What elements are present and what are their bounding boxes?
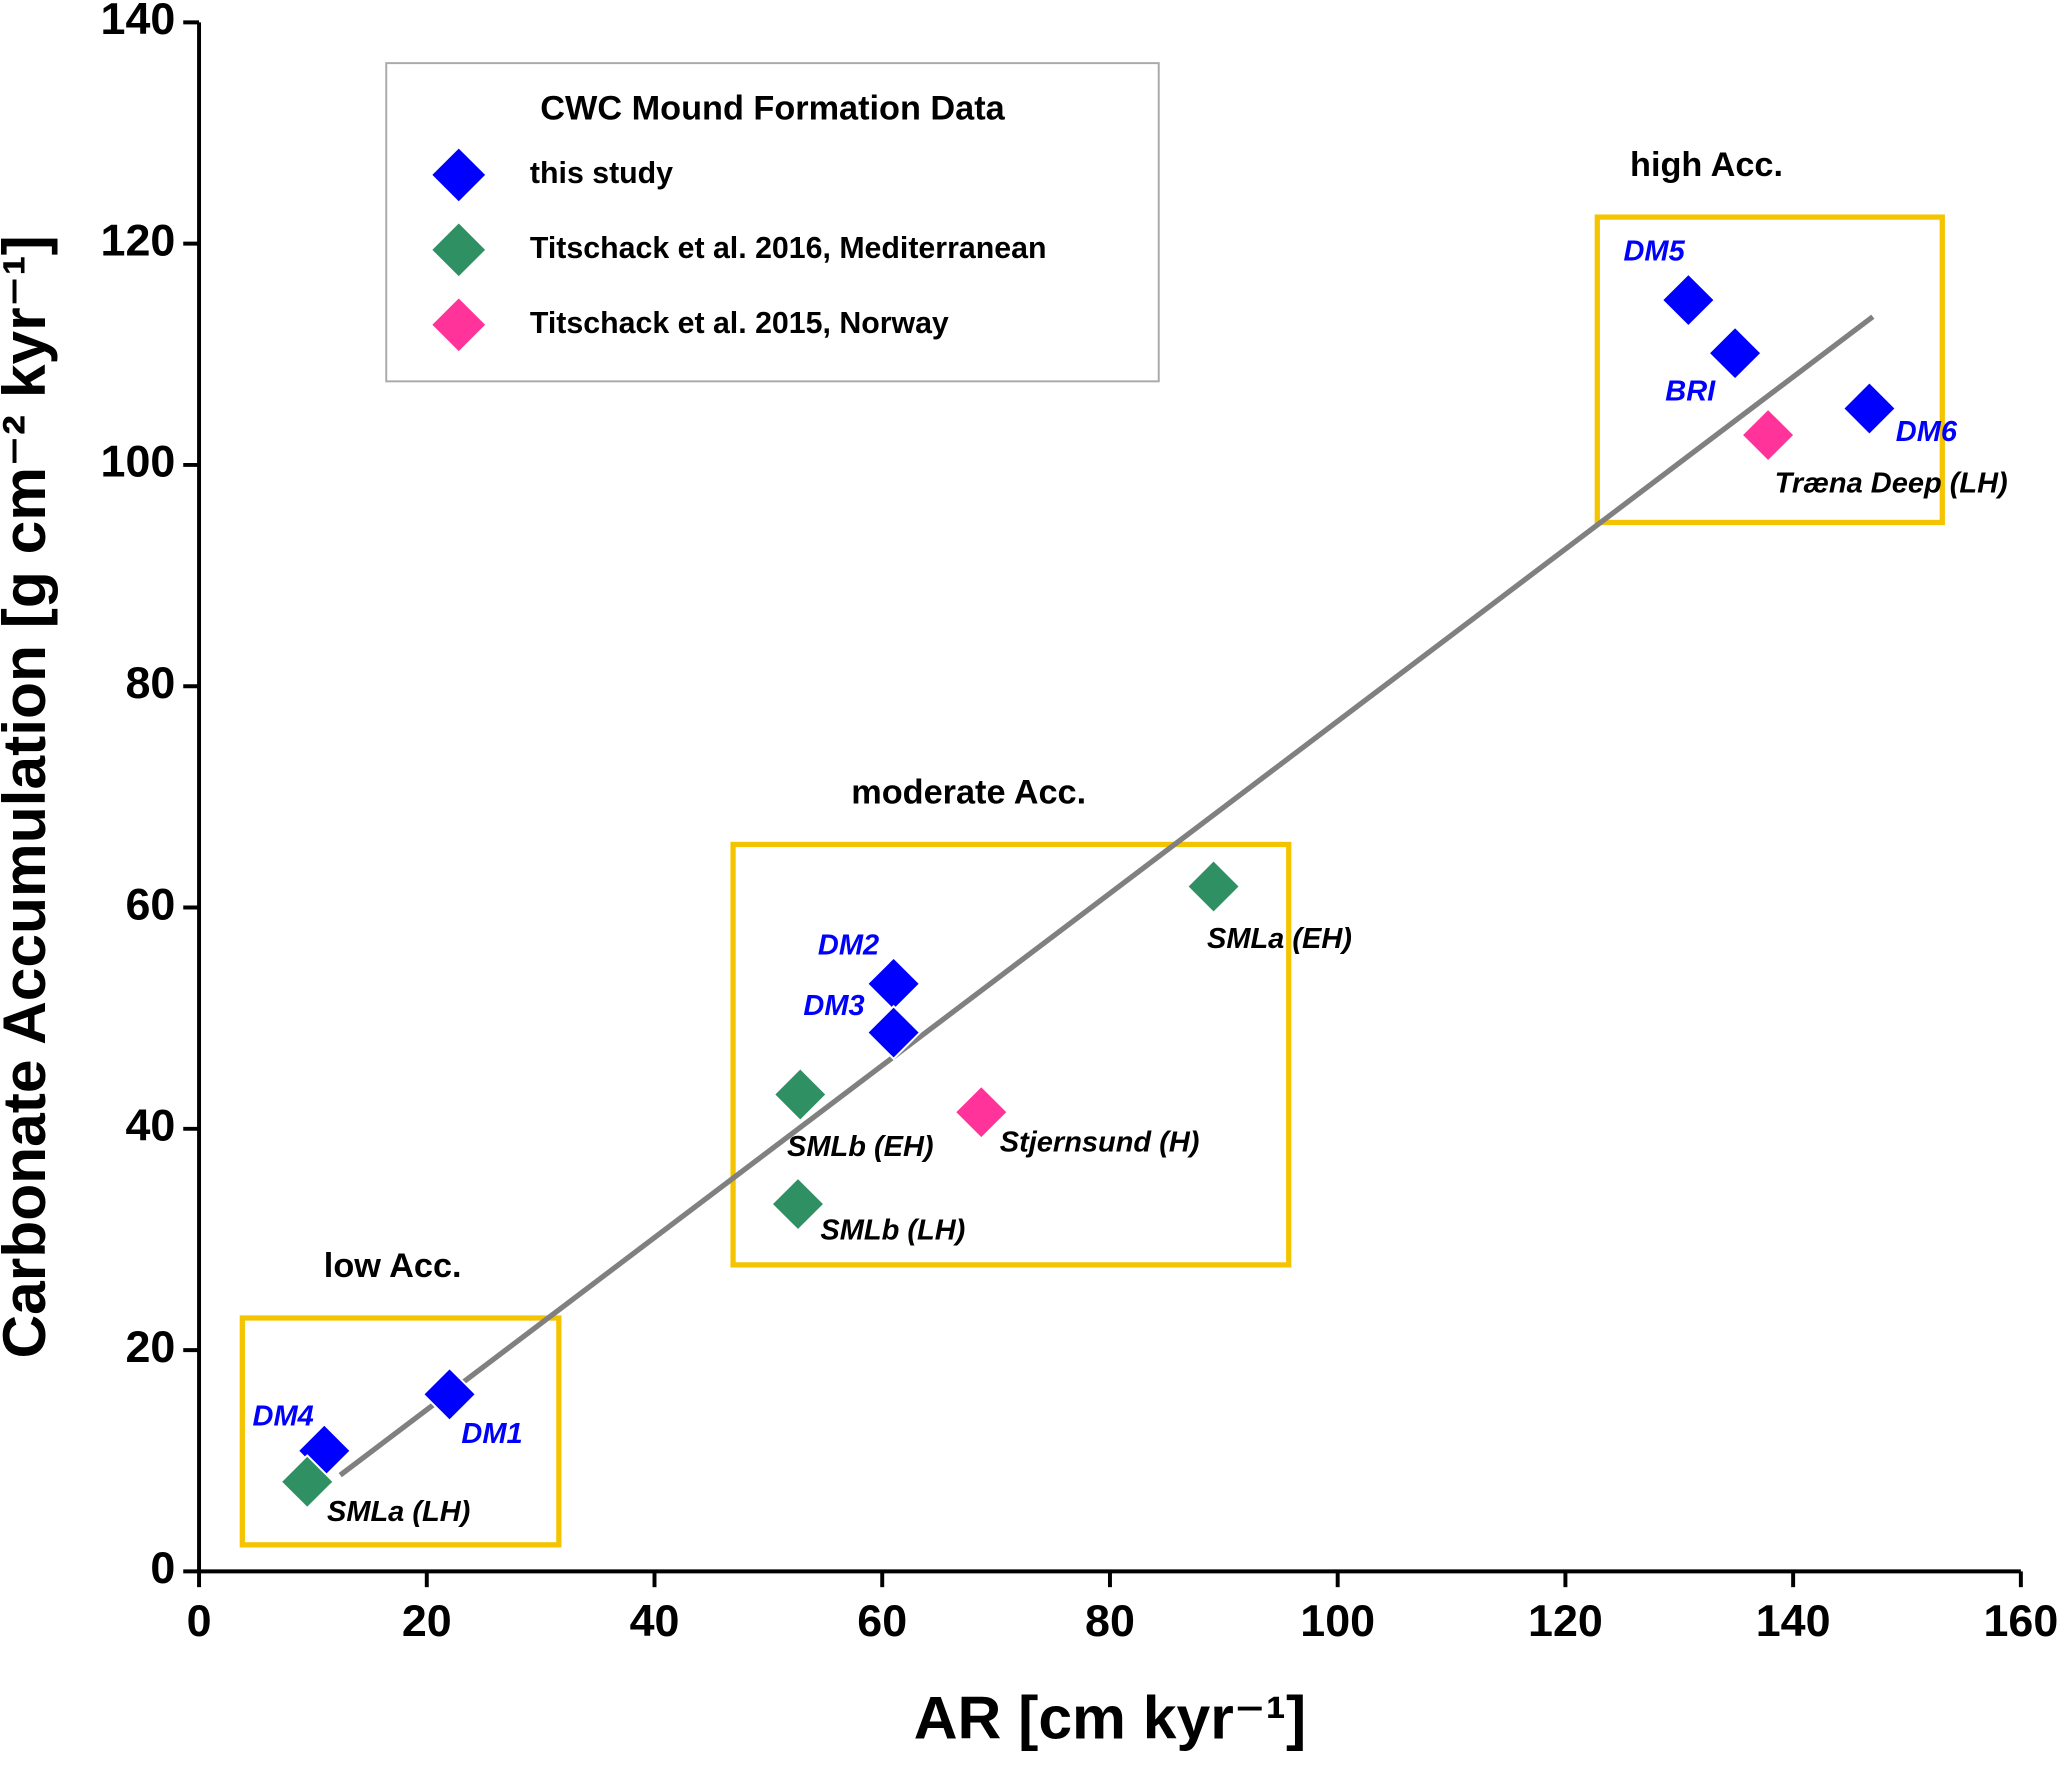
data-point [1740, 407, 1796, 463]
point-label: DM5 [1623, 235, 1685, 267]
x-tick-label: 140 [1756, 1596, 1831, 1646]
data-point [279, 1454, 335, 1510]
data-point [953, 1084, 1010, 1140]
region-label: high Acc. [1630, 146, 1783, 184]
legend-label: Titschack et al. 2016, Mediterranean [530, 232, 1047, 265]
y-tick-label: 40 [125, 1101, 175, 1151]
legend-marker [432, 298, 486, 352]
y-tick-label: 120 [101, 216, 176, 266]
legend: CWC Mound Formation Data this study Titsch… [385, 62, 1160, 383]
point-label: DM6 [1896, 416, 1958, 448]
data-point [770, 1176, 826, 1232]
x-tick-label: 80 [1085, 1596, 1135, 1646]
x-axis-title: AR [cm kyr⁻¹] [914, 1684, 1306, 1752]
legend-box [385, 62, 1160, 383]
point-label: DM4 [253, 1401, 314, 1433]
region-box [239, 1315, 562, 1548]
data-point [1707, 325, 1763, 381]
region-label: moderate Acc. [851, 774, 1086, 812]
data-point [865, 1004, 922, 1061]
point-label: DM3 [803, 990, 864, 1022]
region-box [730, 841, 1292, 1268]
x-tick-label: 20 [402, 1596, 452, 1646]
point-label: SMLb (EH) [787, 1131, 934, 1163]
point-label: Træna Deep (LH) [1775, 468, 2008, 500]
point-label: SMLa (LH) [327, 1496, 470, 1528]
region-label: low Acc. [324, 1247, 462, 1285]
data-point [865, 956, 922, 1012]
x-tick-label: 40 [630, 1596, 680, 1646]
x-tick-label: 100 [1300, 1596, 1375, 1646]
trend-line [338, 314, 1875, 1478]
y-tick-label: 100 [101, 437, 176, 487]
point-label: SMLa (EH) [1207, 923, 1352, 955]
y-tick-label: 60 [125, 879, 175, 929]
point-label: Stjernsund (H) [1000, 1126, 1200, 1158]
y-tick-label: 80 [125, 658, 175, 708]
x-tick-label: 160 [1983, 1596, 2058, 1646]
x-tick-label: 60 [857, 1596, 907, 1646]
legend-label: this study [530, 157, 673, 190]
point-label: SMLb (LH) [820, 1214, 965, 1246]
data-point [1185, 858, 1242, 915]
data-point [1660, 272, 1717, 328]
data-point [421, 1366, 478, 1423]
legend-label: Titschack et al. 2015, Norway [530, 307, 949, 340]
point-label: DM2 [818, 930, 879, 962]
point-label: BRI [1665, 375, 1716, 407]
point-label: DM1 [461, 1418, 522, 1450]
y-axis-title: Carbonate Accumulation [g cm⁻² kyr⁻¹] [0, 235, 58, 1358]
y-tick-label: 20 [125, 1322, 175, 1372]
legend-title: CWC Mound Formation Data [540, 90, 1005, 128]
data-point [1841, 380, 1898, 437]
x-tick-label: 0 [187, 1596, 212, 1646]
y-tick-label: 140 [101, 0, 176, 44]
data-point [772, 1066, 829, 1123]
y-tick-label: 0 [150, 1543, 175, 1593]
x-tick-label: 120 [1528, 1596, 1603, 1646]
region-box [1594, 214, 1945, 526]
